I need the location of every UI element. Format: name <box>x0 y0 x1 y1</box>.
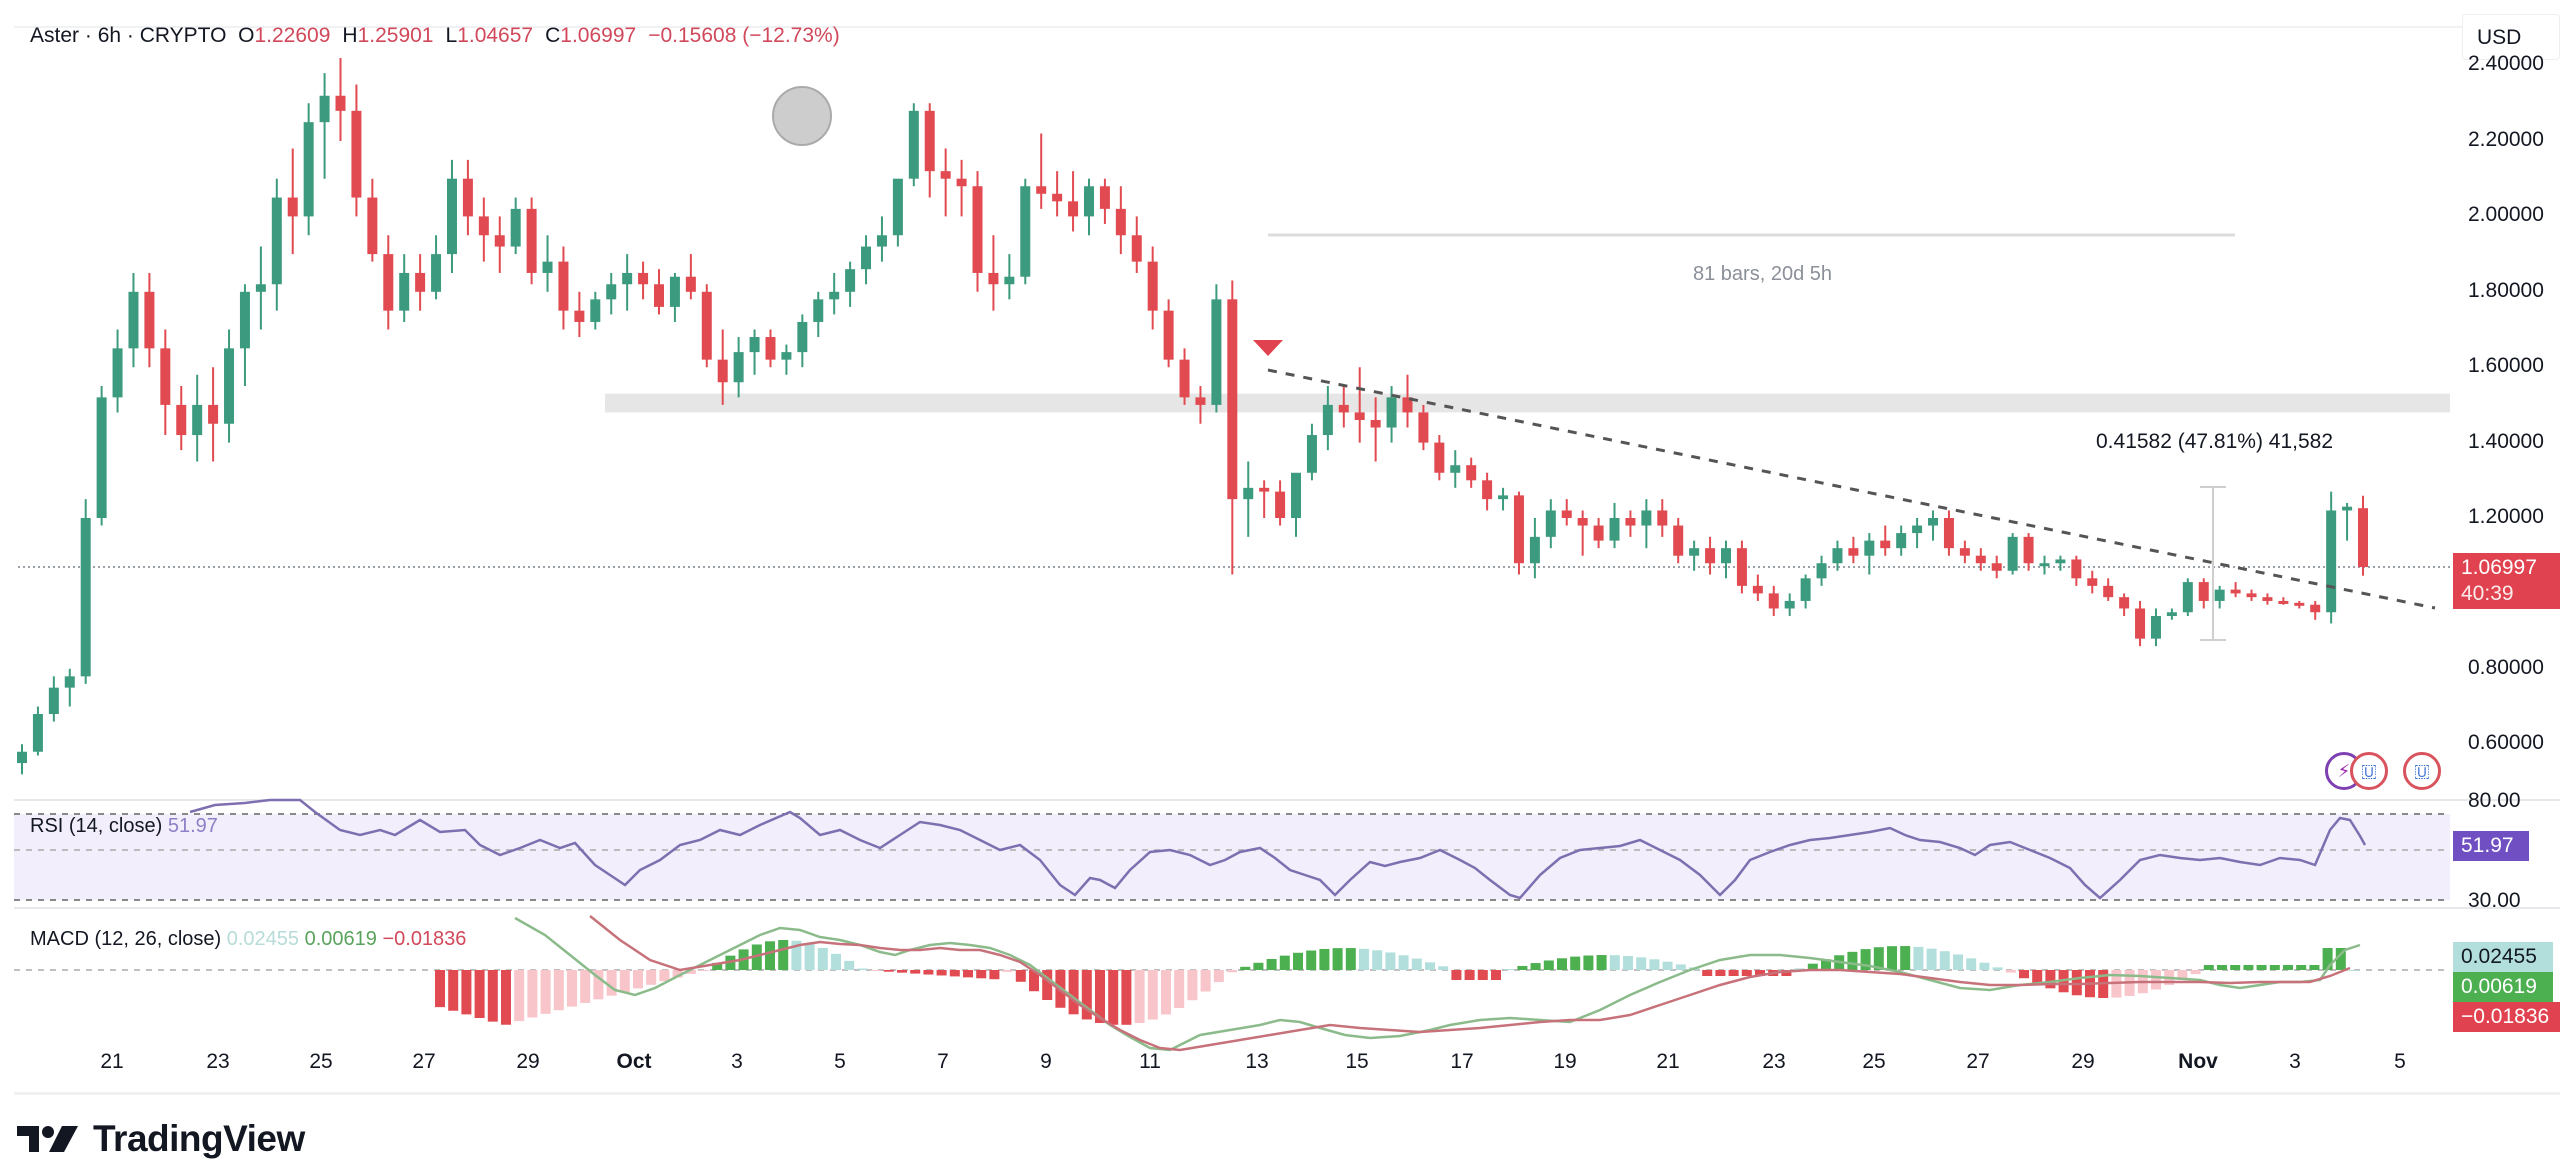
time-tick: 23 <box>1762 1050 1786 1073</box>
support-zone[interactable] <box>605 393 2450 413</box>
rsi-value: 51.97 <box>167 815 218 837</box>
time-tick: Nov <box>2178 1050 2218 1073</box>
price-tick: 0.60000 <box>2468 731 2544 755</box>
high-value: 1.25901 <box>357 24 434 47</box>
brand-name: TradingView <box>93 1118 305 1159</box>
candlestick-series <box>17 58 2368 775</box>
close-value: 1.06997 <box>560 24 637 47</box>
tradingview-logo-icon <box>17 1126 78 1152</box>
time-tick: 3 <box>731 1050 743 1073</box>
rsi-value-tag: 51.97 <box>2453 831 2529 861</box>
us-flag-event-icon[interactable]: 🇺 <box>2403 752 2441 790</box>
price-tick: 1.80000 <box>2468 278 2544 302</box>
macd-histogram-tag: 0.02455 <box>2453 942 2553 972</box>
last-price-value: 1.06997 <box>2461 556 2537 579</box>
time-tick: 25 <box>309 1050 333 1073</box>
rsi-legend[interactable]: RSI (14, close) 51.97 <box>30 815 218 838</box>
price-tick: 0.80000 <box>2468 655 2544 679</box>
date-range-label: 81 bars, 20d 5h <box>1693 263 1832 285</box>
price-tick: 1.40000 <box>2468 429 2544 453</box>
rsi-label: RSI (14, close) <box>30 815 163 837</box>
time-tick: 19 <box>1553 1050 1577 1073</box>
time-tick: 25 <box>1862 1050 1886 1073</box>
time-tick: 11 <box>1139 1050 1161 1073</box>
time-tick: Oct <box>616 1050 652 1073</box>
exchange: CRYPTO <box>139 24 227 47</box>
us-flag-event-icon[interactable]: 🇺 <box>2350 752 2388 790</box>
change-value: −0.15608 (−12.73%) <box>648 24 840 47</box>
low-value: 1.04657 <box>457 24 534 47</box>
open-label: O <box>238 24 255 47</box>
macd-histogram <box>435 940 2359 1025</box>
time-tick: 23 <box>206 1050 230 1073</box>
time-tick: 5 <box>834 1050 846 1073</box>
time-tick: 27 <box>412 1050 436 1073</box>
rsi-lower-tick: 30.00 <box>2468 889 2521 912</box>
price-tick: 1.60000 <box>2468 354 2544 378</box>
time-tick: 21 <box>100 1050 124 1073</box>
symbol-legend[interactable]: Aster · 6h · CRYPTO O1.22609 H1.25901 L1.0… <box>30 24 840 47</box>
high-label: H <box>342 24 358 47</box>
time-tick: 9 <box>1040 1050 1052 1073</box>
sell-signal-arrow-icon[interactable] <box>1253 340 1283 356</box>
macd-line-tag: 0.00619 <box>2453 972 2553 1002</box>
time-tick: 15 <box>1345 1050 1369 1073</box>
macd-signal-line <box>589 915 2351 1052</box>
time-tick: 7 <box>937 1050 949 1073</box>
time-tick: 21 <box>1656 1050 1680 1073</box>
macd-label: MACD (12, 26, close) <box>30 928 222 950</box>
macd-histogram-value: 0.02455 <box>226 928 300 950</box>
open-value: 1.22609 <box>254 24 331 47</box>
tradingview-logo[interactable]: TradingView <box>17 1118 305 1160</box>
time-tick: 13 <box>1245 1050 1269 1073</box>
price-tick: 2.40000 <box>2468 52 2544 75</box>
time-tick: 3 <box>2289 1050 2301 1073</box>
price-tick: 2.00000 <box>2468 203 2544 227</box>
currency-selector[interactable]: USD <box>2462 14 2560 60</box>
price-tick: 2.20000 <box>2468 128 2544 151</box>
peak-highlight-marker[interactable] <box>772 86 832 146</box>
time-tick: 17 <box>1450 1050 1474 1073</box>
close-label: C <box>545 24 561 47</box>
rsi-line <box>189 798 2367 900</box>
chart-panel[interactable] <box>14 26 2560 1095</box>
price-range-label: 0.41582 (47.81%) 41,582 <box>2096 430 2334 453</box>
macd-signal-tag: −0.01836 <box>2453 1002 2560 1032</box>
rsi-upper-tick: 80.00 <box>2468 789 2521 812</box>
macd-line-value: 0.00619 <box>304 928 377 950</box>
descending-trendline[interactable] <box>1267 368 2436 610</box>
macd-line <box>514 916 2361 1052</box>
last-price-tag: 1.06997 40:39 <box>2453 553 2560 609</box>
time-tick: 5 <box>2394 1050 2406 1073</box>
macd-legend[interactable]: MACD (12, 26, close) 0.02455 0.00619 −0.… <box>30 928 466 951</box>
time-tick: 29 <box>2071 1050 2095 1073</box>
symbol-name: Aster <box>30 24 80 47</box>
interval: 6h <box>97 24 122 47</box>
time-tick: 29 <box>516 1050 540 1073</box>
time-tick: 27 <box>1966 1050 1990 1073</box>
low-label: L <box>445 24 458 47</box>
bar-countdown: 40:39 <box>2461 582 2514 605</box>
macd-signal-value: −0.01836 <box>382 928 467 950</box>
price-tick: 1.20000 <box>2468 505 2544 528</box>
